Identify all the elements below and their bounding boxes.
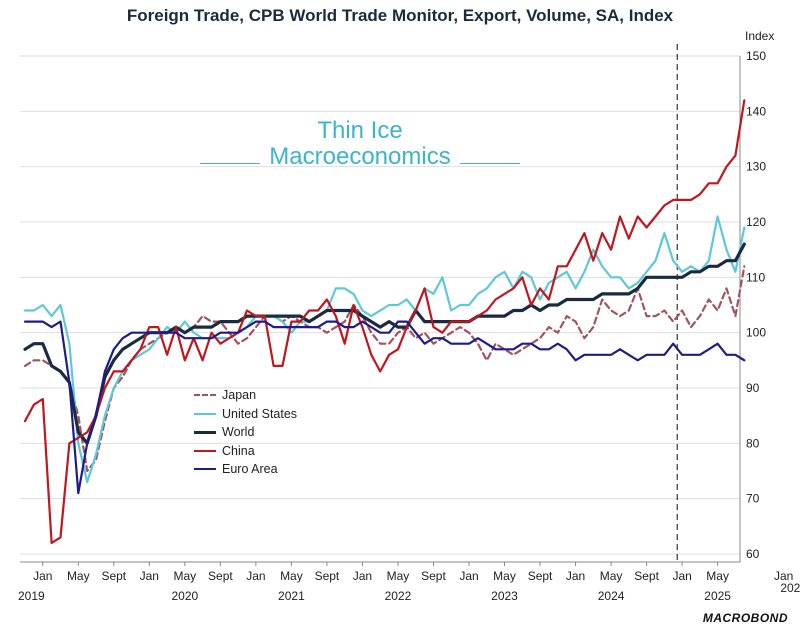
legend-swatch xyxy=(194,394,216,397)
legend-label: Euro Area xyxy=(222,462,278,477)
y-tick-label: 90 xyxy=(746,381,760,395)
x-year-label: 2024 xyxy=(598,589,625,603)
y-tick-label: 80 xyxy=(746,436,760,450)
x-tick-label: May xyxy=(174,569,197,583)
x-tick-label: Sept xyxy=(208,569,233,583)
y-tick-label: 110 xyxy=(746,270,765,284)
x-tick-label: Jan xyxy=(353,569,372,583)
watermark-logo: Thin Ice Macroeconomics xyxy=(200,118,520,170)
y-tick-label: 120 xyxy=(746,215,766,229)
y-tick-label: 70 xyxy=(746,492,760,506)
y-tick-label: 60 xyxy=(746,547,760,561)
legend-item: Japan xyxy=(194,386,297,405)
x-tick-label: Sept xyxy=(101,569,126,583)
series-line-japan xyxy=(23,265,746,473)
y-tick-label: 140 xyxy=(746,104,766,118)
chart-title: Foreign Trade, CPB World Trade Monitor, … xyxy=(126,6,674,25)
series-line-united-states xyxy=(23,215,746,484)
x-year-label: 2026 xyxy=(780,581,800,595)
x-year-label: 2019 xyxy=(18,589,45,603)
x-year-label: 2025 xyxy=(704,589,731,603)
x-tick-label: Jan xyxy=(246,569,265,583)
x-year-label: 2022 xyxy=(385,589,412,603)
x-tick-label: May xyxy=(706,569,729,583)
series-line-china xyxy=(23,99,746,545)
y-tick-label: 150 xyxy=(746,49,766,63)
watermark-line1: Thin Ice xyxy=(317,117,403,144)
legend-label: Japan xyxy=(222,388,257,403)
legend-item: United States xyxy=(194,405,297,424)
x-tick-label: May xyxy=(280,569,303,583)
x-year-label: 2023 xyxy=(491,589,518,603)
legend-label: United States xyxy=(222,406,298,421)
x-year-label: 2020 xyxy=(171,589,198,603)
series-line-euro-area xyxy=(23,320,746,495)
x-tick-label: Sept xyxy=(315,569,340,583)
legend: Japan United States World China Euro Area xyxy=(194,386,297,479)
legend-item: World xyxy=(194,423,297,442)
x-tick-label: Sept xyxy=(421,569,446,583)
y-tick-label: 130 xyxy=(746,160,766,174)
legend-swatch xyxy=(194,412,216,415)
x-tick-label: May xyxy=(493,569,516,583)
x-tick-label: Jan xyxy=(33,569,52,583)
x-tick-label: Jan xyxy=(774,569,793,583)
x-tick-label: Jan xyxy=(140,569,159,583)
x-tick-label: Jan xyxy=(459,569,478,583)
source-logo: MACROBOND xyxy=(702,611,788,625)
x-tick-label: Jan xyxy=(672,569,691,583)
x-tick-label: Jan xyxy=(566,569,585,583)
x-year-label: 2021 xyxy=(278,589,305,603)
legend-swatch xyxy=(194,430,216,434)
axis-layer: 60 70 80 90 100 110 120 130 140 150 Index Jan May Sep… xyxy=(18,29,800,603)
legend-label: China xyxy=(222,443,255,458)
watermark-line2: Macroeconomics xyxy=(269,143,451,170)
series-layer xyxy=(23,99,746,545)
watermark-rule-left xyxy=(200,163,260,164)
watermark-rule-right xyxy=(460,163,520,164)
legend-item: China xyxy=(194,442,297,461)
legend-swatch xyxy=(194,449,216,452)
x-tick-label: May xyxy=(600,569,623,583)
legend-swatch xyxy=(194,468,216,471)
x-tick-label: Sept xyxy=(634,569,659,583)
x-tick-label: May xyxy=(387,569,410,583)
legend-item: Euro Area xyxy=(194,460,297,479)
x-tick-label: May xyxy=(67,569,90,583)
y-axis-label: Index xyxy=(745,29,774,43)
legend-label: World xyxy=(222,425,255,440)
y-tick-label: 100 xyxy=(746,326,766,340)
x-tick-label: Sept xyxy=(528,569,553,583)
